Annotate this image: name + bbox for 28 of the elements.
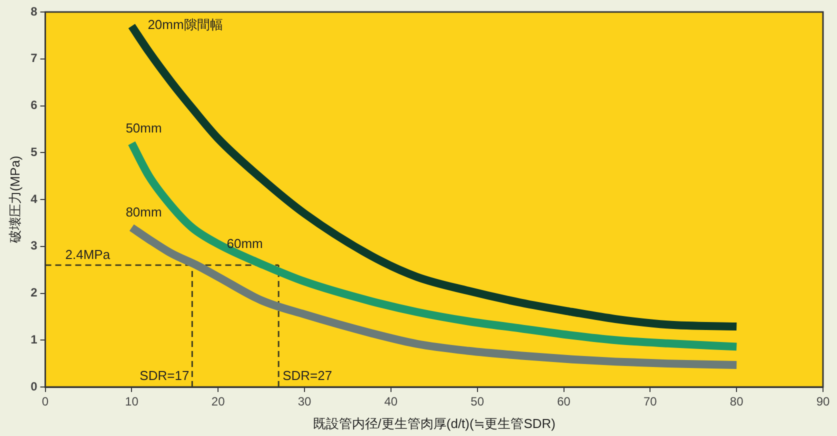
y-tick-label: 5: [30, 144, 38, 159]
y-tick-label: 2: [30, 286, 38, 300]
y-axis-title: 破壊圧力(MPa): [7, 156, 22, 244]
y-tick-label: 0: [30, 379, 38, 394]
series-label: 50mm: [126, 120, 162, 136]
x-tick-label: 10: [125, 394, 139, 409]
x-tick-label: 0: [42, 394, 49, 409]
x-tick-label: 40: [384, 394, 398, 409]
y-tick-label: 7: [30, 51, 38, 66]
x-tick-label: 30: [298, 394, 312, 409]
x-tick-label: 90: [816, 394, 830, 409]
annotation: 60mm: [226, 236, 263, 252]
x-tick-label: 70: [643, 394, 658, 409]
y-tick-label: 1: [30, 332, 38, 346]
series-label: 80mm: [126, 204, 162, 220]
ref-line-label: 2.4MPa: [65, 247, 111, 262]
ref-line-label: SDR=17: [140, 368, 190, 384]
ref-line-label: SDR=27: [282, 368, 332, 384]
x-tick-label: 60: [557, 394, 571, 409]
y-tick-label: 6: [30, 98, 38, 112]
x-tick-label: 50: [470, 394, 484, 409]
x-axis-title: 既設管内径/更生管肉厚(d/t)(≒更生管SDR): [312, 416, 556, 431]
x-tick-label: 20: [211, 394, 226, 409]
x-tick-label: 80: [730, 394, 744, 409]
y-tick-label: 3: [30, 238, 38, 253]
series-label: 20mm隙間幅: [148, 17, 223, 32]
y-tick-label: 4: [30, 192, 38, 206]
y-tick-label: 8: [30, 4, 38, 18]
